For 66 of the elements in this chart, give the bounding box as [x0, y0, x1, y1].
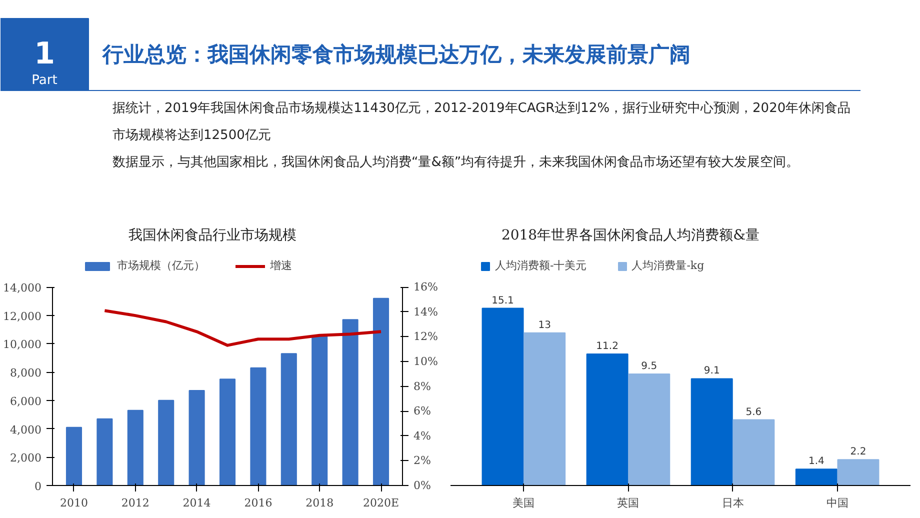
x-tick-label: 2014 [182, 496, 211, 510]
x-tick-label: 2018 [306, 496, 334, 510]
chart-title: 我国休闲食品行业市场规模 [128, 228, 296, 244]
data-label: 15.1 [492, 295, 514, 306]
y-tick-label: 0 [34, 480, 42, 493]
text: 行业总览：我国休闲零食市场规模已达万亿，未来发展前景广阔 [102, 42, 690, 66]
y2-tick-label: 0% [414, 479, 431, 492]
y2-tick-label: 10% [414, 354, 438, 368]
line-series [103, 309, 383, 347]
data-label: 5.6 [746, 406, 762, 418]
bar [372, 298, 390, 486]
data-label: 9.1 [704, 366, 720, 377]
legend-label: 人均消费额-十美元 [495, 258, 587, 273]
bar [795, 468, 838, 486]
y-tick-label: 10,000 [3, 338, 42, 352]
x-tick-label: 2010 [60, 496, 88, 510]
bar [66, 426, 82, 486]
bar [690, 378, 733, 486]
bar [628, 374, 670, 486]
y2-tick-label: 12% [414, 330, 438, 344]
bar [482, 308, 524, 486]
bar [250, 367, 266, 486]
bar [96, 418, 113, 486]
bar [188, 390, 205, 486]
x-tick-label: 美国 [512, 496, 535, 510]
y-tick-label: 6,000 [10, 394, 42, 408]
y2-tick-label: 6% [414, 404, 431, 418]
y-tick-label: 14,000 [3, 282, 42, 295]
bar [312, 336, 328, 486]
bar [524, 332, 566, 486]
x-tick-label: 2016 [244, 496, 272, 510]
x-tick-label: 2012 [121, 496, 150, 510]
x-tick-label: 2020E [362, 496, 400, 510]
x-tick-label: 日本 [722, 496, 744, 510]
chart-title: 2018年世界各国休闲食品人均消费额&量 [501, 228, 760, 244]
x-tick-label: 中国 [826, 496, 848, 510]
bar [127, 410, 144, 486]
data-label: 13 [538, 320, 551, 331]
bar [219, 378, 236, 486]
data-label: 1.4 [808, 456, 824, 468]
y2-tick-label: 4% [414, 429, 431, 442]
text: 数据显示，与其他国家相比，我国休闲食品人均消费“量&额”均有待提升，未来我国休闲食品市场还望有较大发展空间。 [112, 154, 800, 170]
legend-label: 增速 [270, 258, 292, 273]
bar [280, 353, 297, 486]
x-tick-label: 英国 [617, 496, 640, 510]
text: 据统计，2019年我国休闲食品市场规模达11430亿元，2012-2019年CAGR达到12%，据行业研究中心预测，2020年休闲食品市场规模将达到12500亿元 [112, 100, 851, 143]
data-label: 9.5 [641, 361, 658, 372]
bar [837, 459, 880, 486]
y2-tick-label: 16% [414, 280, 438, 294]
data-label: 11.2 [596, 341, 618, 352]
y2-tick-label: 8% [414, 380, 431, 393]
text: Part [32, 73, 58, 88]
y-tick-label: 12,000 [3, 310, 42, 323]
bar [342, 319, 358, 486]
y-tick-label: 4,000 [10, 423, 42, 436]
y2-tick-label: 14% [414, 305, 438, 318]
y2-tick-label: 2% [414, 454, 431, 468]
y-tick-label: 8,000 [10, 366, 42, 380]
bar [732, 419, 775, 486]
legend-label: 市场规模（亿元） [117, 258, 205, 273]
bar [586, 354, 628, 486]
y-tick-label: 2,000 [10, 452, 42, 465]
text: 1 [34, 36, 55, 72]
data-label: 2.2 [850, 446, 866, 458]
legend-label: 人均消费量-kg [632, 258, 704, 273]
bar [158, 400, 174, 486]
